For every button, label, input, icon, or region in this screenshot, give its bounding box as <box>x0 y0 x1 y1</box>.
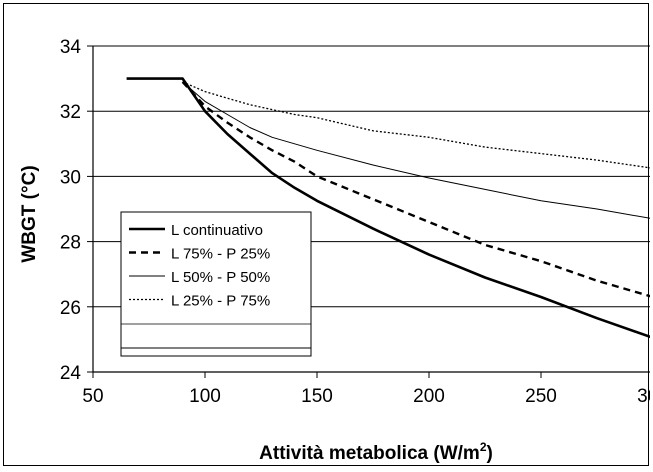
legend: L continuativo L 75% - P 25% L 50% - P 50%… <box>121 212 311 356</box>
chart-svg: 24 26 28 30 32 34 50 100 150 200 250 300 L continu… <box>4 4 650 467</box>
x-tick-label: 300 <box>637 386 650 407</box>
legend-label-3: L 50% - P 50% <box>171 269 270 286</box>
y-axis-ticks: 24 26 28 30 32 34 <box>60 37 93 384</box>
x-axis-label-main: Attività metabolica (W/m <box>259 443 480 464</box>
x-tick-label: 100 <box>189 386 221 407</box>
y-tick-label: 24 <box>60 363 82 384</box>
x-tick-label: 250 <box>525 386 557 407</box>
legend-label-2: L 75% - P 25% <box>171 246 270 263</box>
x-tick-label: 150 <box>301 386 333 407</box>
y-tick-label: 28 <box>60 233 81 254</box>
y-tick-label: 30 <box>60 167 81 188</box>
series-line-3 <box>183 82 650 219</box>
legend-label-4: L 25% - P 75% <box>171 293 270 310</box>
y-tick-label: 34 <box>60 37 82 58</box>
x-tick-label: 200 <box>413 386 445 407</box>
chart-frame: 24 26 28 30 32 34 50 100 150 200 250 300 L continu… <box>3 3 649 466</box>
legend-label-1: L continuativo <box>171 222 263 239</box>
x-axis-label-end: ) <box>487 443 493 464</box>
y-axis-label: WBGT (°C) <box>19 165 40 262</box>
x-tick-label: 50 <box>82 386 103 407</box>
x-axis-ticks: 50 100 150 200 250 300 <box>82 372 650 407</box>
y-tick-label: 32 <box>60 102 81 123</box>
y-tick-label: 26 <box>60 298 81 319</box>
x-axis-label: Attività metabolica (W/m2) <box>259 440 493 464</box>
